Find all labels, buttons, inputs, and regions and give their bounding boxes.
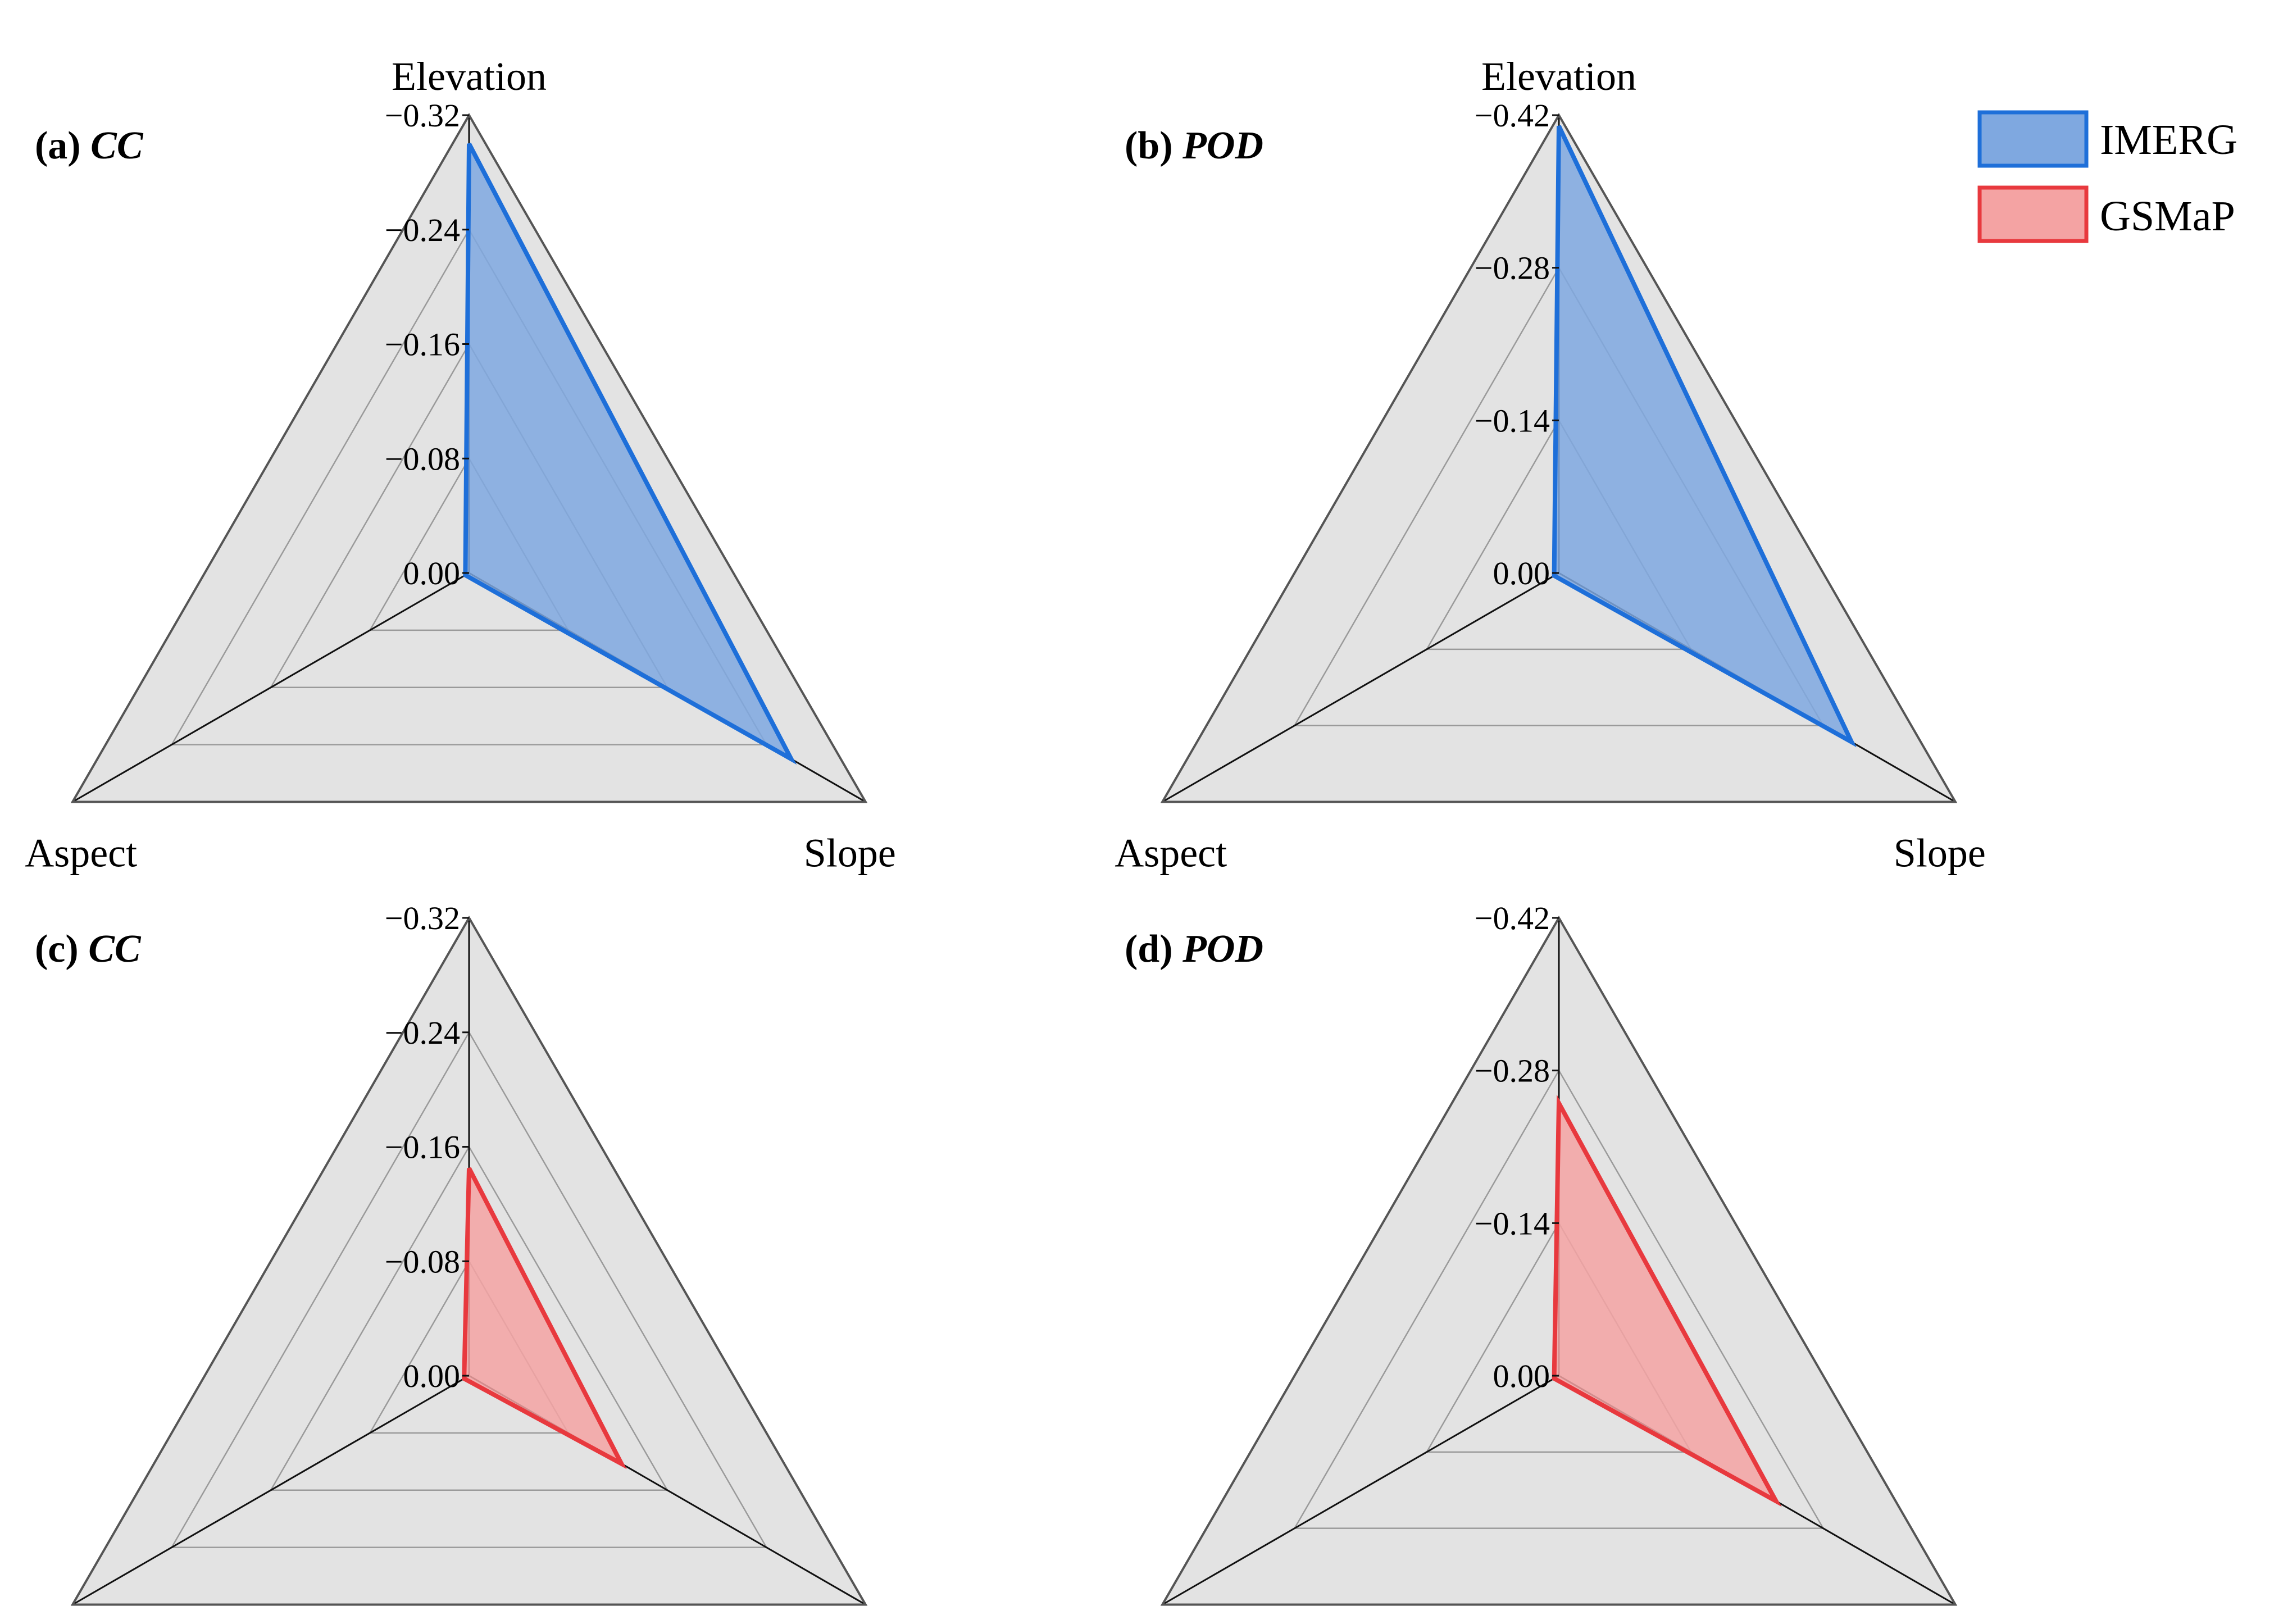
panel-label-space — [81, 124, 91, 167]
panel-label: (d) POD — [1125, 927, 1263, 971]
panel-label: (c) CC — [35, 927, 142, 971]
radar-frame — [1160, 113, 1958, 803]
radar-tick-label: −0.14 — [1475, 402, 1550, 439]
radar-spoke-aspect — [1162, 1375, 1559, 1605]
axis-name-slope: Slope — [804, 831, 896, 876]
legend: IMERG GSMaP — [1977, 110, 2237, 243]
axis-name-slope: Slope — [1894, 831, 1986, 876]
panel-label-prefix: (b) — [1125, 124, 1173, 167]
radar-tick-label: −0.28 — [1475, 1053, 1550, 1089]
panel-label-prefix: (c) — [35, 927, 79, 971]
axis-name-aspect: Aspect — [1115, 831, 1227, 876]
radar-series-imerg — [463, 143, 797, 765]
radar-tick-label: −0.24 — [385, 212, 460, 248]
radar-spoke-aspect — [72, 1375, 470, 1605]
panel-label-prefix: (a) — [35, 124, 81, 167]
radar-tick-label: −0.42 — [1475, 97, 1550, 134]
radar-grid-ring — [269, 1145, 669, 1491]
panel-label-metric: CC — [90, 124, 144, 167]
legend-label-imerg: IMERG — [2100, 116, 2237, 163]
radar-tick-label: −0.14 — [1475, 1205, 1550, 1241]
legend-label-gsmap: GSMaP — [2100, 193, 2235, 240]
radar-grid-ring — [1293, 1069, 1825, 1529]
radar-panels: 0.00−0.08−0.16−0.24−0.32ElevationSlopeAs… — [25, 54, 1986, 1606]
radar-tick-label: −0.32 — [385, 97, 460, 134]
radar-tick-label: −0.28 — [1475, 250, 1550, 286]
radar-frame — [70, 915, 868, 1606]
legend-item-gsmap: GSMaP — [1977, 185, 2235, 243]
radar-tick-label: −0.16 — [385, 326, 460, 363]
radar-tick-label: 0.00 — [1493, 555, 1550, 592]
radar-spoke-aspect — [72, 572, 470, 803]
radar-series-imerg — [1552, 125, 1857, 748]
axis-name-elevation: Elevation — [1481, 54, 1636, 99]
panel-label: (b) POD — [1125, 124, 1263, 167]
radar-panel-d: 0.00 −0.14 −0.28 −0.42 (d) POD — [1125, 900, 1958, 1606]
panel-label-metric: POD — [1182, 124, 1263, 167]
legend-swatch-imerg — [1977, 110, 2089, 168]
legend-item-imerg: IMERG — [1977, 110, 2237, 168]
radar-tick-label: −0.08 — [385, 1243, 460, 1280]
radar-tick-label: −0.42 — [1475, 900, 1550, 936]
radar-tick-label: −0.08 — [385, 440, 460, 477]
radar-tick-label: 0.00 — [1493, 1358, 1550, 1394]
radar-frame — [1160, 916, 1958, 1606]
panel-label: (a) CC — [35, 124, 144, 167]
panel-label-metric: CC — [88, 927, 142, 971]
radar-tick-label: −0.16 — [385, 1129, 460, 1166]
radar-series-gsmap — [1552, 1094, 1782, 1507]
panel-label-prefix: (d) — [1125, 927, 1173, 971]
radar-frame — [70, 112, 868, 803]
legend-swatch-gsmap — [1977, 185, 2089, 243]
radar-tick-label: −0.24 — [385, 1015, 460, 1051]
panel-label-space — [1173, 927, 1183, 971]
radar-tick-label: 0.00 — [403, 1358, 461, 1394]
axis-name-aspect: Aspect — [25, 831, 137, 876]
panel-label-space — [1173, 124, 1183, 167]
panel-label-metric: POD — [1182, 927, 1263, 971]
radar-tick-label: −0.32 — [385, 900, 460, 936]
axis-name-elevation: Elevation — [392, 54, 547, 99]
radar-grid-ring — [170, 1031, 768, 1548]
radar-panel-c: 0.00 −0.08 −0.16 −0.24 −0.32 (c) CC — [35, 900, 868, 1606]
radar-series-gsmap — [462, 1167, 627, 1470]
panel-label-space — [79, 927, 89, 971]
radar-spoke-aspect — [1162, 572, 1559, 803]
radar-tick-label: 0.00 — [403, 555, 461, 592]
